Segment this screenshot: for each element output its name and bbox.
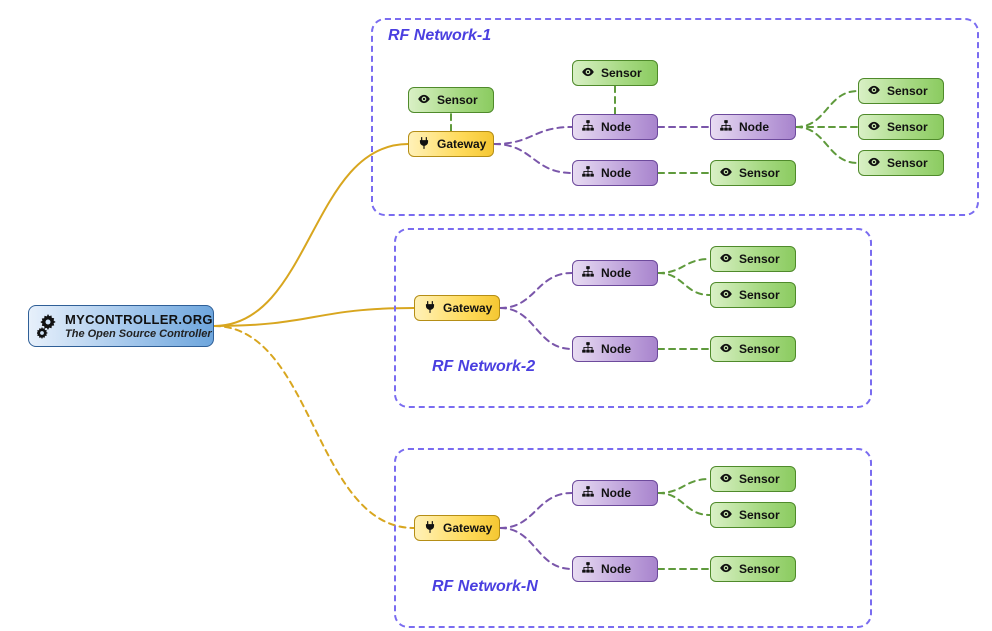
eye-icon bbox=[719, 251, 739, 268]
node-box: Node bbox=[572, 336, 658, 362]
node-label: Sensor bbox=[739, 166, 780, 180]
node-label: Sensor bbox=[887, 120, 928, 134]
sitemap-icon bbox=[581, 341, 601, 358]
edge bbox=[214, 308, 414, 326]
node-box: Node bbox=[572, 260, 658, 286]
sitemap-icon bbox=[581, 561, 601, 578]
node-label: Node bbox=[601, 120, 631, 134]
eye-icon bbox=[867, 83, 887, 100]
node-label: Gateway bbox=[437, 137, 486, 151]
sensor-box: Sensor bbox=[710, 160, 796, 186]
node-box: Node bbox=[572, 480, 658, 506]
sensor-box: Sensor bbox=[858, 150, 944, 176]
controller-subtitle: The Open Source Controller bbox=[37, 328, 203, 340]
eye-icon bbox=[719, 561, 739, 578]
sensor-box: Sensor bbox=[710, 466, 796, 492]
sitemap-icon bbox=[581, 119, 601, 136]
eye-icon bbox=[719, 471, 739, 488]
node-label: Node bbox=[601, 486, 631, 500]
node-label: Sensor bbox=[739, 508, 780, 522]
node-box: Node bbox=[572, 114, 658, 140]
eye-icon bbox=[719, 165, 739, 182]
eye-icon bbox=[719, 287, 739, 304]
node-label: Sensor bbox=[739, 342, 780, 356]
gateway-box: Gateway bbox=[408, 131, 494, 157]
node-label: Sensor bbox=[739, 472, 780, 486]
node-box: Node bbox=[572, 556, 658, 582]
sitemap-icon bbox=[719, 119, 739, 136]
controller-title: MYCONTROLLER.ORG bbox=[37, 312, 203, 327]
eye-icon bbox=[867, 119, 887, 136]
diagram-stage: { "canvas": { "w": 992, "h": 631, "bg": … bbox=[0, 0, 992, 631]
gateway-box: Gateway bbox=[414, 295, 500, 321]
network-label-n: RF Network-N bbox=[432, 578, 538, 596]
plug-icon bbox=[423, 520, 443, 537]
plug-icon bbox=[423, 300, 443, 317]
node-box: Node bbox=[710, 114, 796, 140]
node-label: Node bbox=[601, 342, 631, 356]
node-label: Sensor bbox=[739, 252, 780, 266]
node-label: Sensor bbox=[887, 84, 928, 98]
sensor-box: Sensor bbox=[710, 556, 796, 582]
plug-icon bbox=[417, 136, 437, 153]
node-label: Node bbox=[601, 562, 631, 576]
sensor-box: Sensor bbox=[710, 282, 796, 308]
sensor-box: Sensor bbox=[572, 60, 658, 86]
network-label-2: RF Network-2 bbox=[432, 358, 535, 376]
eye-icon bbox=[417, 92, 437, 109]
node-box: Node bbox=[572, 160, 658, 186]
eye-icon bbox=[719, 507, 739, 524]
node-label: Sensor bbox=[437, 93, 478, 107]
sitemap-icon bbox=[581, 165, 601, 182]
node-label: Sensor bbox=[739, 562, 780, 576]
node-label: Node bbox=[739, 120, 769, 134]
sensor-box: Sensor bbox=[858, 78, 944, 104]
edge bbox=[214, 326, 414, 528]
gateway-box: Gateway bbox=[414, 515, 500, 541]
eye-icon bbox=[867, 155, 887, 172]
sensor-box: Sensor bbox=[710, 246, 796, 272]
node-label: Gateway bbox=[443, 521, 492, 535]
node-label: Node bbox=[601, 266, 631, 280]
eye-icon bbox=[719, 341, 739, 358]
gears-icon bbox=[37, 314, 59, 343]
node-label: Sensor bbox=[887, 156, 928, 170]
node-label: Node bbox=[601, 166, 631, 180]
eye-icon bbox=[581, 65, 601, 82]
node-label: Sensor bbox=[739, 288, 780, 302]
sensor-box: Sensor bbox=[710, 336, 796, 362]
sitemap-icon bbox=[581, 485, 601, 502]
sensor-box: Sensor bbox=[710, 502, 796, 528]
network-label-1: RF Network-1 bbox=[388, 27, 491, 45]
node-label: Gateway bbox=[443, 301, 492, 315]
sensor-box: Sensor bbox=[858, 114, 944, 140]
sensor-box: Sensor bbox=[408, 87, 494, 113]
sitemap-icon bbox=[581, 265, 601, 282]
node-label: Sensor bbox=[601, 66, 642, 80]
controller-box: MYCONTROLLER.ORG The Open Source Control… bbox=[28, 305, 214, 347]
